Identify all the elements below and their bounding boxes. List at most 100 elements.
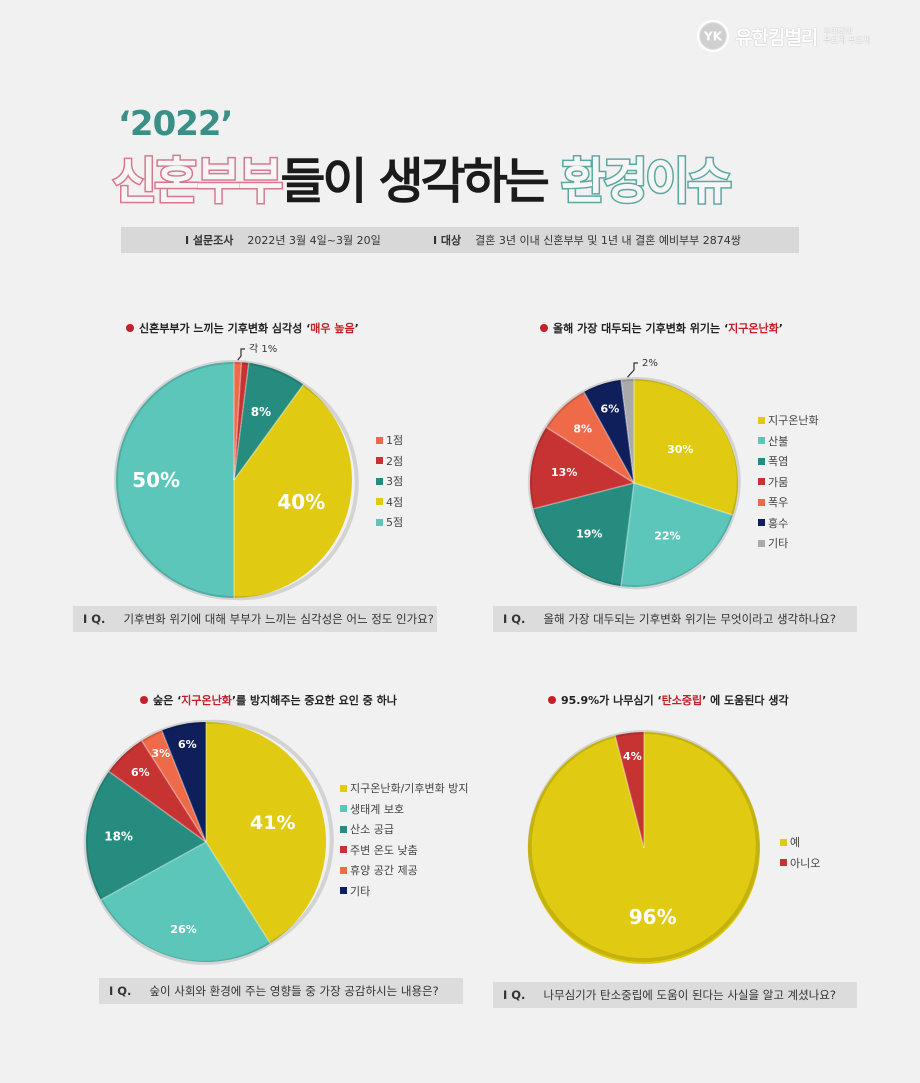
brand-slogan-line2: 푸르게 푸르게 [823,36,871,45]
pie-slice-4 [530,427,634,509]
pie-separator [583,391,635,484]
legend-item: 가뭄 [758,472,819,493]
legend-seriousness: 1점 2점 3점 4점 5점 [376,430,403,533]
pie-slice-rim [527,730,760,962]
legend-swatch-icon [758,457,765,465]
pie-slice-4 [108,740,206,842]
pie-slice-rim [83,770,111,901]
title-year: ‘2022’ [118,104,233,144]
survey-target-value: 결혼 3년 이내 신혼부부 및 1년 내 결혼 예비부부 2874쌍 [475,234,741,247]
question-tag: I Q. [109,984,132,998]
pie-chart-forest-impact: 41%26%18%6%3%6% [83,719,334,965]
pie-slice-5 [116,362,234,598]
panel-3-title-highlight: 지구온난화 [181,694,232,707]
legend-swatch-icon [758,519,765,527]
pie-separator [533,482,635,510]
pie-data-label: 26% [170,923,196,936]
pie-slice-rim [140,728,163,743]
pie-data-label: 18% [104,830,133,844]
pie-slice-3 [234,362,304,480]
pie-data-label: 30% [667,443,693,456]
legend-swatch-icon [376,457,383,465]
panel-2-title: 올해 가장 대두되는 기후변화 위기는 ‘지구온난화’ [540,320,783,336]
pie-separator [620,482,635,587]
pie-data-label: 13% [551,466,577,479]
legend-item: 폭염 [758,451,819,472]
question-text: 기후변화 위기에 대해 부부가 느끼는 심각성은 어느 정도 인가요? [123,612,434,626]
pie-slice-rim [614,729,645,738]
pie-data-label: 4% [623,750,642,763]
legend-label: 홍수 [768,516,789,530]
page-title: 신혼부부들이 생각하는 환경이슈 [110,142,733,213]
pie-slice-2 [234,362,249,480]
pie-separator [161,730,207,843]
legend-label: 지구온난화 [768,414,819,428]
legend-item: 지구온난화 [758,410,819,431]
pie-slice-rim [544,390,585,429]
pie-slice-3 [86,771,206,900]
pie-separator [545,426,635,484]
panel-4-title-end: ’ 에 도움된다 생각 [702,694,789,707]
legend-label: 산소 공급 [350,823,394,837]
panel-2-title-end: ’ [778,322,783,335]
pie-slice-rim [582,377,622,394]
panel-4-title-text: 95.9%가 나무심기 ‘ [561,694,662,707]
legend-item: 생태계 보호 [340,799,469,820]
callout-label: 2% [642,358,658,369]
pie-slice-7 [620,379,634,483]
bullet-dot-icon [126,324,134,332]
panel-2-title-text: 올해 가장 대두되는 기후변화 위기는 ‘ [553,322,729,335]
pie-slice-1 [634,379,739,516]
question-text: 나무심기가 탄소중립에 도움이 된다는 사실을 알고 계셨나요? [543,988,836,1002]
legend-label: 주변 온도 낮춤 [350,843,418,857]
legend-item: 산소 공급 [340,819,469,840]
pie-separator [100,841,207,901]
legend-swatch-icon [340,825,347,833]
brand-slogan-line1: 우리강산 [823,27,853,36]
pie-slice-5 [546,391,634,483]
legend-swatch-icon [340,887,347,895]
pie-slice-rim [527,426,548,510]
legend-label: 가뭄 [768,475,789,489]
pie-slice-2 [100,842,271,963]
legend-label: 2점 [386,454,404,468]
pie-data-label: 6% [178,738,197,751]
pie-data-label: 19% [576,528,602,541]
pie-slice-6 [583,379,634,483]
callout-leader-line [627,362,638,378]
panel-1-title-text: 신혼부부가 느끼는 기후변화 심각성 ‘ [139,322,311,335]
pie-chart-climate-crisis: 30% 22% 19% 13% 8% 6% 2% [527,358,741,590]
pie-slice-1 [206,722,327,944]
survey-period-label: I 설문조사 [185,234,234,247]
title-part-newlyweds: 신혼부부 [110,152,284,212]
panel-1-question: I Q. 기후변화 위기에 대해 부부가 느끼는 심각성은 어느 정도 인가요? [73,606,437,632]
pie-separator [614,735,645,849]
pie-slice-1 [527,732,760,964]
panel-4-title-highlight: 탄소중립 [661,694,703,707]
question-tag: I Q. [83,612,106,626]
pie-slice-rim [161,719,207,733]
legend-label: 휴양 공간 제공 [350,864,418,878]
brand-slogan: 우리강산 푸르게 푸르게 [823,27,870,45]
legend-label: 예 [790,836,801,850]
legend-item: 지구온난화/기후변화 방지 [340,778,469,799]
legend-item: 주변 온도 낮춤 [340,840,469,861]
legend-label: 5점 [386,516,404,530]
pie-chart-tree-planting: 96% 4% [527,729,760,964]
pie-slice-1 [234,362,242,480]
title-part-middle: 들이 생각하는 [280,153,561,210]
legend-item: 5점 [376,512,403,533]
legend-item: 1점 [376,430,403,451]
pie-separator [620,379,635,484]
legend-item: 홍수 [758,513,819,534]
pie-data-label: 40% [277,490,325,514]
pie-slice-rim [205,719,334,946]
legend-swatch-icon [340,784,347,792]
legend-swatch-icon [376,498,383,506]
pie-slice-3 [533,483,634,587]
question-text: 숲이 사회와 환경에 주는 영향들 중 가장 공감하시는 내용은? [149,984,439,998]
panel-3-title: 숲은 ‘지구온난화’를 방지해주는 중요한 요인 중 하나 [140,692,397,708]
legend-item: 아니오 [780,853,820,874]
legend-swatch-icon [758,539,765,547]
pie-separator [233,362,243,481]
